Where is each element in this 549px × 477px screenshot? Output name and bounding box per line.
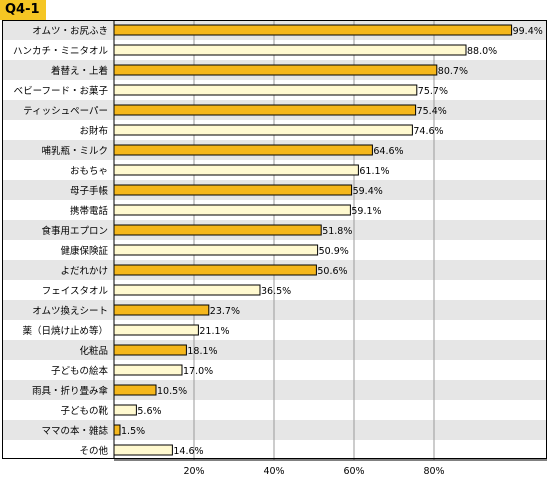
value-label: 75.7% (418, 86, 448, 97)
bar (113, 64, 438, 76)
category-label: おもちゃ (70, 166, 108, 177)
bar (113, 424, 121, 436)
bar (113, 284, 261, 296)
bar (113, 124, 413, 136)
category-label: よだれかけ (60, 266, 108, 277)
category-label: その他 (79, 445, 108, 457)
value-label: 50.9% (319, 246, 349, 257)
category-label: 哺乳瓶・ミルク (41, 145, 108, 157)
bar (113, 164, 359, 176)
category-label: 子どもの靴 (60, 405, 108, 417)
value-label: 5.6% (137, 406, 161, 417)
category-label: フェイスタオル (42, 286, 109, 297)
value-label: 75.4% (417, 106, 447, 117)
category-label: お財布 (79, 125, 108, 137)
bar (113, 244, 319, 256)
category-label: 着替え・上着 (51, 65, 108, 77)
bar (113, 84, 418, 96)
bar (113, 384, 157, 396)
bar (113, 184, 353, 196)
value-label: 74.6% (413, 126, 443, 137)
bar (113, 104, 417, 116)
bar (113, 224, 322, 236)
category-label: ティッシュペーパー (23, 106, 108, 117)
bar (113, 264, 317, 276)
bar (113, 324, 199, 336)
value-label: 17.0% (183, 366, 213, 377)
category-label: 携帯電話 (70, 205, 109, 217)
value-label: 23.7% (210, 306, 240, 317)
category-label: 健康保険証 (60, 245, 108, 257)
bar (113, 204, 351, 216)
category-label: オムツ・お尻ふき (32, 26, 108, 37)
x-tick-label: 40% (263, 466, 284, 477)
value-label: 88.0% (467, 46, 497, 57)
bar (113, 144, 373, 156)
bar (113, 444, 173, 456)
value-label: 59.1% (351, 206, 381, 217)
category-label: 化粧品 (79, 345, 108, 357)
bar (113, 44, 467, 56)
question-tag: Q4-1 (0, 0, 46, 20)
x-tick-label: 80% (423, 466, 444, 477)
value-label: 50.6% (317, 266, 347, 277)
x-tick-label: 20% (183, 466, 204, 477)
value-label: 99.4% (513, 26, 543, 37)
value-label: 80.7% (438, 66, 468, 77)
value-label: 21.1% (199, 326, 229, 337)
category-label: 母子手帳 (70, 185, 109, 197)
chart-frame (2, 20, 547, 459)
value-label: 1.5% (121, 426, 145, 437)
category-label: 薬（日焼け止め等） (22, 325, 108, 337)
value-label: 61.1% (359, 166, 389, 177)
category-label: 子どもの絵本 (51, 365, 109, 377)
x-tick-label: 60% (343, 466, 364, 477)
value-label: 14.6% (173, 446, 203, 457)
category-label: 食事用エプロン (41, 225, 108, 237)
category-label: 雨具・折り畳み傘 (32, 385, 109, 397)
value-label: 10.5% (157, 386, 187, 397)
value-label: 64.6% (373, 146, 403, 157)
category-label: ベビーフード・お菓子 (14, 85, 109, 97)
category-label: ハンカチ・ミニタオル (13, 46, 109, 57)
value-label: 51.8% (322, 226, 352, 237)
category-label: ママの本・雑誌 (41, 425, 108, 437)
value-label: 59.4% (353, 186, 383, 197)
value-label: 18.1% (187, 346, 217, 357)
value-label: 36.5% (261, 286, 291, 297)
bar (113, 344, 187, 356)
bar (113, 404, 137, 416)
bar (113, 364, 183, 376)
category-label: オムツ換えシート (32, 305, 108, 317)
bar (113, 304, 210, 316)
bar (113, 24, 513, 36)
